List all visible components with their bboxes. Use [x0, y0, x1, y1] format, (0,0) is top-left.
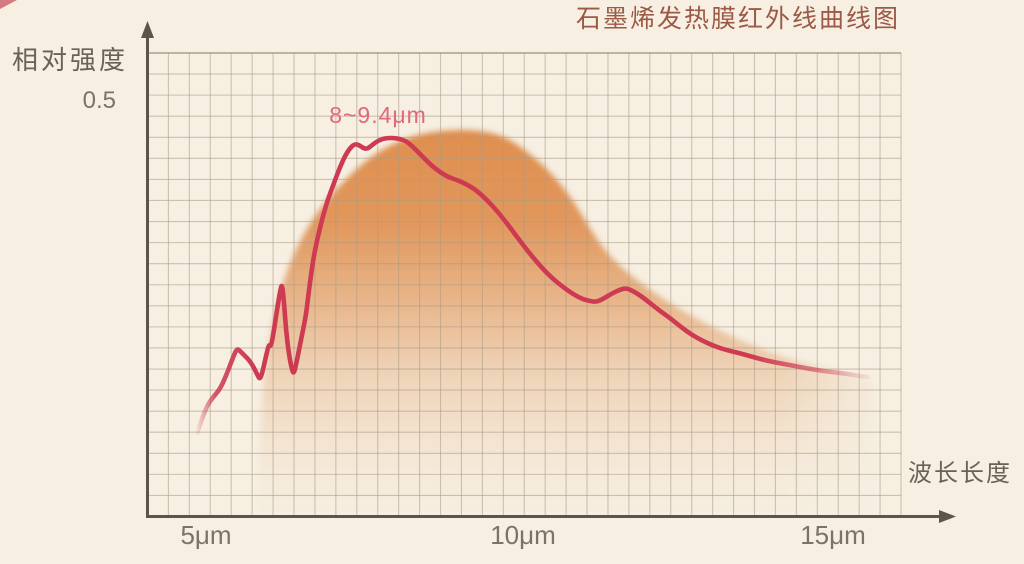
intensity-curve	[194, 135, 871, 436]
x-axis-tick-10um: 10μm	[490, 520, 556, 550]
x-axis-tick-5um: 5μm	[180, 520, 232, 550]
chart-title: 石墨烯发热膜红外线曲线图	[575, 5, 901, 33]
x-axis-arrow-icon	[939, 510, 956, 523]
y-axis-label: 相对强度	[12, 45, 129, 75]
x-axis-tick-15um: 15μm	[800, 520, 866, 550]
y-axis-arrow-icon	[141, 21, 154, 38]
intensity-envelope-area	[258, 130, 878, 517]
peak-range-annotation: 8~9.4μm	[329, 102, 427, 128]
grid	[147, 53, 902, 517]
corner-mark	[0, 0, 17, 9]
x-axis-label: 波长长度	[908, 460, 1012, 487]
axes	[141, 21, 956, 523]
y-axis-tick-0-5: 0.5	[82, 87, 116, 114]
